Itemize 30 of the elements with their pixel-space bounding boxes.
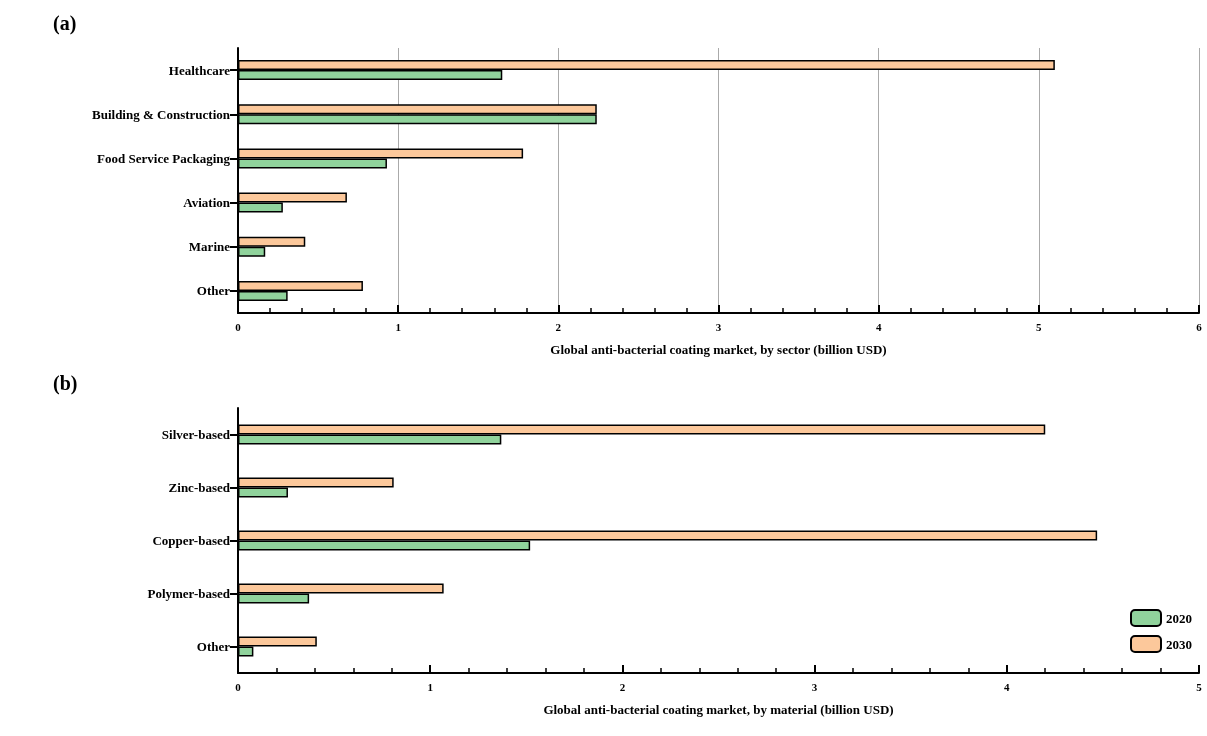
y-tick-label: Polymer-based [147,586,231,601]
y-tick-label: Building & Construction [92,106,231,122]
x-tick-label: 3 [811,680,818,693]
text: (b) [53,372,78,395]
text: (a) [53,12,77,35]
x-tick-label: 0 [235,320,242,333]
x-tick-label: 6 [1196,320,1203,333]
legend-label: 2030 [1166,636,1192,652]
x-tick-label: 5 [1036,320,1043,333]
x-tick-label: 5 [1196,680,1203,693]
x-tick-label: 2 [555,320,562,333]
x-tick-label: 4 [875,320,882,333]
y-tick-label: Food Service Packaging [97,150,231,166]
y-tick-label: Healthcare [168,62,231,78]
x-axis-title: Global anti-bacterial coating market, by sector (billion USD) [550,342,887,357]
y-tick-label: Other [196,283,231,299]
x-tick-label: 1 [427,680,433,693]
y-tick-label: Aviation [183,195,231,211]
y-tick-label: Zinc-based [168,480,231,495]
y-tick-label: Other [196,639,231,654]
y-tick-label: Silver-based [161,427,231,442]
x-tick-label: 1 [395,320,401,333]
x-tick-label: 4 [1004,680,1011,693]
x-tick-label: 2 [619,680,626,693]
legend-label: 2020 [1166,610,1192,626]
x-tick-label: 0 [235,680,242,693]
x-tick-label: 3 [715,320,722,333]
y-tick-label: Marine [188,239,231,255]
y-tick-label: Copper-based [152,533,231,548]
x-axis-title: Global anti-bacterial coating market, by material (billion USD) [543,702,894,717]
